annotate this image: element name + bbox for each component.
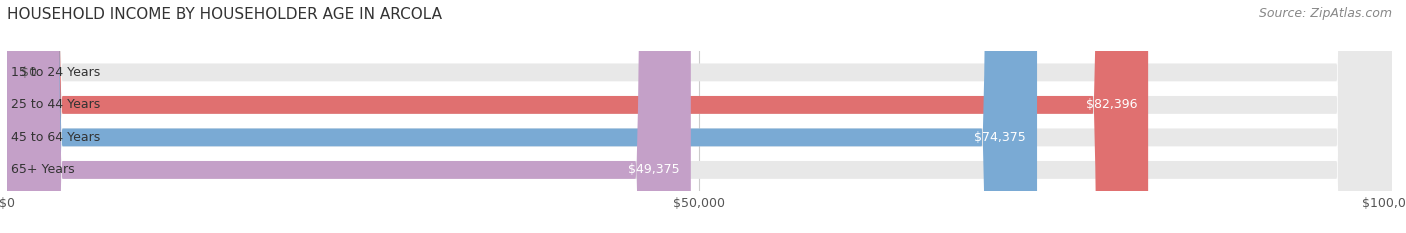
FancyBboxPatch shape	[7, 0, 1392, 233]
Text: 15 to 24 Years: 15 to 24 Years	[11, 66, 100, 79]
Text: $0: $0	[21, 66, 37, 79]
Text: Source: ZipAtlas.com: Source: ZipAtlas.com	[1258, 7, 1392, 20]
Text: $49,375: $49,375	[628, 163, 679, 176]
FancyBboxPatch shape	[7, 0, 1392, 233]
FancyBboxPatch shape	[7, 0, 1392, 233]
Text: $82,396: $82,396	[1085, 98, 1137, 111]
Text: HOUSEHOLD INCOME BY HOUSEHOLDER AGE IN ARCOLA: HOUSEHOLD INCOME BY HOUSEHOLDER AGE IN A…	[7, 7, 441, 22]
Text: 65+ Years: 65+ Years	[11, 163, 75, 176]
FancyBboxPatch shape	[7, 0, 1392, 233]
FancyBboxPatch shape	[7, 0, 1038, 233]
FancyBboxPatch shape	[7, 0, 690, 233]
FancyBboxPatch shape	[7, 0, 1149, 233]
Text: $74,375: $74,375	[974, 131, 1026, 144]
Text: 45 to 64 Years: 45 to 64 Years	[11, 131, 100, 144]
Text: 25 to 44 Years: 25 to 44 Years	[11, 98, 100, 111]
